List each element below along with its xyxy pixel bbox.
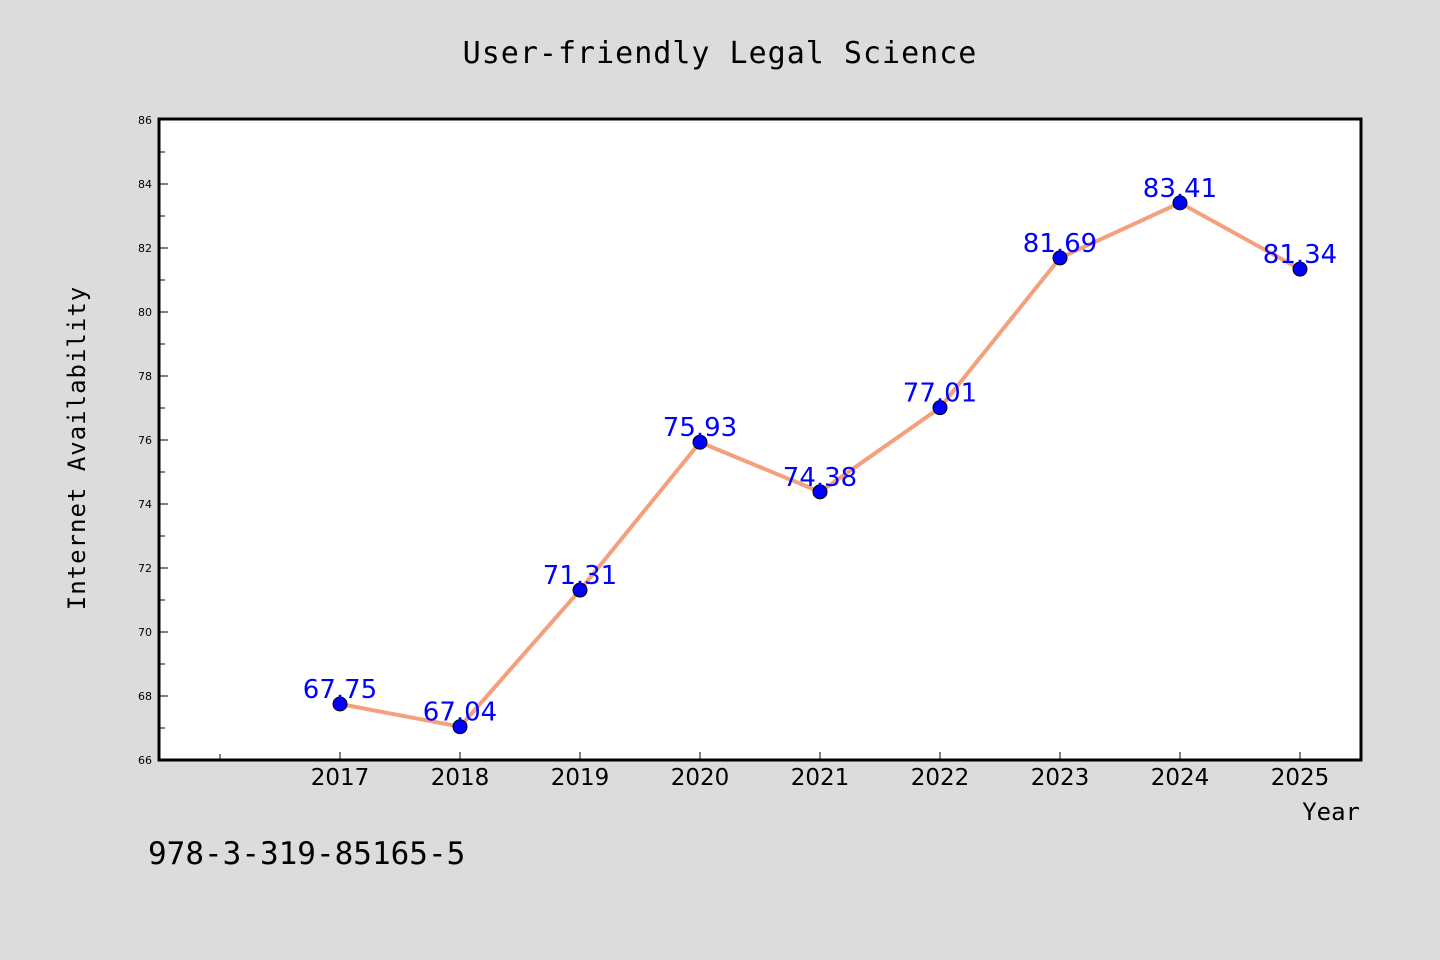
x-tick-label: 2022 — [911, 765, 970, 791]
data-label: 83.41 — [1143, 174, 1217, 204]
data-point — [1052, 250, 1068, 266]
plot-area — [157, 117, 1363, 762]
x-axis-label: Year — [1302, 798, 1360, 826]
x-tick-label: 2017 — [311, 765, 370, 791]
data-label: 74.38 — [783, 463, 857, 493]
data-point — [572, 582, 588, 598]
y-axis: 66 68 70 72 74 76 78 80 82 84 86 — [138, 114, 168, 767]
data-label: 77.01 — [903, 379, 977, 409]
data-label: 81.34 — [1263, 240, 1337, 270]
y-tick-label: 72 — [138, 562, 152, 575]
x-tick-label: 2021 — [791, 765, 850, 791]
x-tick-label: 2019 — [551, 765, 610, 791]
y-tick-label: 70 — [138, 626, 152, 639]
x-tick-label: 2025 — [1271, 765, 1330, 791]
data-point — [692, 434, 708, 450]
data-label: 71.31 — [543, 561, 617, 591]
y-tick-label: 84 — [138, 178, 152, 191]
y-tick-label: 68 — [138, 690, 152, 703]
series-layer: 67.75 67.04 71.31 75.93 74.38 77.01 81.69 83.41… — [303, 174, 1337, 735]
y-tick-label: 82 — [138, 242, 152, 255]
x-tick-label: 2020 — [671, 765, 730, 791]
x-axis: 2017 2018 2019 2020 2021 2022 2023 2024 2025 — [219, 752, 1330, 791]
x-tick-label: 2018 — [431, 765, 490, 791]
y-tick-label: 80 — [138, 306, 152, 319]
data-point — [812, 484, 828, 500]
data-label: 67.75 — [303, 675, 377, 705]
data-point — [452, 719, 468, 735]
chart-title: User-friendly Legal Science — [463, 36, 978, 71]
data-point — [1292, 261, 1308, 277]
data-point — [332, 696, 348, 712]
data-point — [932, 400, 948, 416]
x-tick-label: 2023 — [1031, 765, 1090, 791]
data-label: 67.04 — [423, 698, 497, 728]
x-tick-label: 2024 — [1151, 765, 1210, 791]
y-tick-label: 76 — [138, 434, 152, 447]
annotation-text: 978-3-319-85165-5 — [148, 836, 465, 872]
y-tick-label: 78 — [138, 370, 152, 383]
data-label: 81.69 — [1023, 229, 1097, 259]
y-tick-label: 86 — [138, 114, 152, 127]
data-point — [1172, 195, 1188, 211]
y-tick-label: 74 — [138, 498, 152, 511]
data-label: 75.93 — [663, 413, 737, 443]
y-axis-label: Internet Availability — [63, 286, 91, 610]
y-tick-label: 66 — [138, 754, 152, 767]
